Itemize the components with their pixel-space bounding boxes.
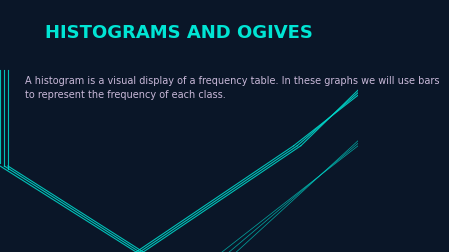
- Text: HISTOGRAMS AND OGIVES: HISTOGRAMS AND OGIVES: [45, 24, 313, 42]
- Text: A histogram is a visual display of a frequency table. In these graphs we will us: A histogram is a visual display of a fre…: [25, 76, 440, 100]
